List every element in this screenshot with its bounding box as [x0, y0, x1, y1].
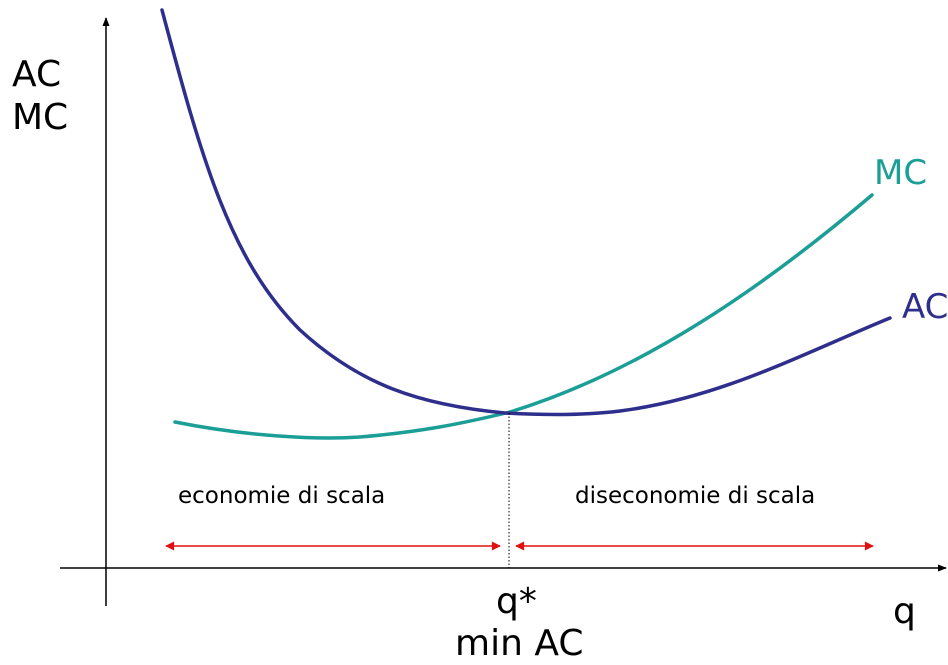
diseconomies-of-scale-label: diseconomie di scala: [575, 483, 816, 509]
x-axis-label: q: [893, 591, 916, 632]
mc-curve: [173, 193, 874, 440]
economies-of-scale-label: economie di scala: [178, 483, 386, 509]
min-ac-label: min AC: [455, 623, 584, 664]
q-star-label: q*: [496, 581, 537, 622]
ac-curve-label: AC: [902, 287, 948, 327]
y-axis-label-mc: MC: [12, 97, 69, 138]
y-axis-label-ac: AC: [12, 54, 62, 95]
ac-curve: [160, 8, 892, 417]
mc-curve-label: MC: [874, 153, 928, 193]
